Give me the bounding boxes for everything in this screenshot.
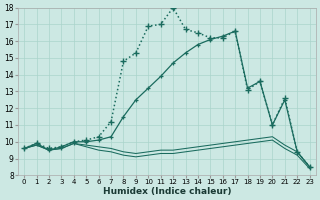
X-axis label: Humidex (Indice chaleur): Humidex (Indice chaleur)	[103, 187, 231, 196]
